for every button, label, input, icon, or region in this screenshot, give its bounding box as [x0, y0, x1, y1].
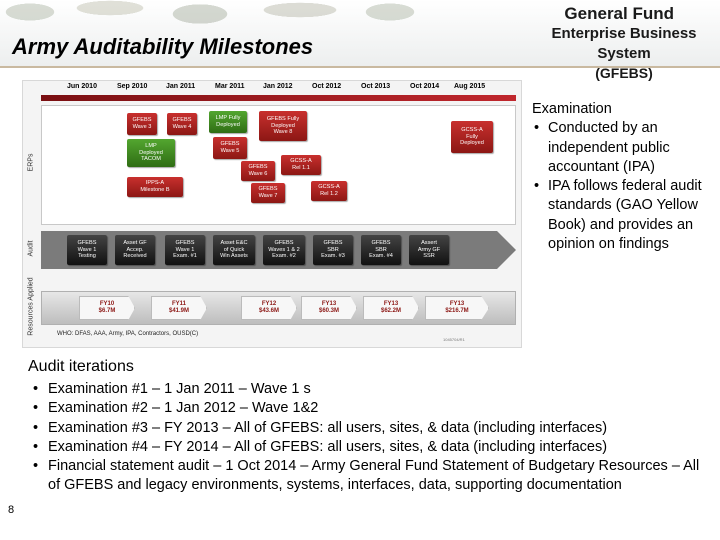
logo-line-2: Enterprise Business System	[551, 25, 697, 62]
timeline-label: Jan 2011	[166, 83, 196, 90]
milestone-box: GFEBS Fully Deployed Wave 8	[259, 111, 307, 141]
milestone-box: GFEBS Wave 3	[127, 113, 157, 135]
logo-line-1: General Fund	[564, 4, 674, 23]
timeline-bar	[41, 95, 516, 101]
logo-line-3: (GFEBS)	[595, 65, 653, 81]
milestone-box: GFEBS Wave 5	[213, 137, 247, 159]
audit-iterations-list: Examination #1 – 1 Jan 2011 – Wave 1 s E…	[30, 380, 700, 496]
page-number: 8	[8, 504, 15, 516]
lane-label-audit: Audit	[27, 240, 35, 257]
audit-iteration-item: Examination #1 – 1 Jan 2011 – Wave 1 s	[30, 380, 700, 400]
audit-iterations-heading: Audit iterations	[28, 358, 134, 375]
resource-box: FY12 $43.6M	[241, 296, 297, 320]
who-caption: WHO: DFAS, AAA, Army, IPA, Contractors, …	[57, 331, 199, 337]
milestone-box: LMP Deployed TACOM	[127, 139, 175, 167]
resource-box: FY13 $60.3M	[301, 296, 357, 320]
audit-box: GFEBS SBR Exam. #3	[313, 235, 353, 265]
timeline-label: Aug 2015	[454, 83, 486, 90]
audit-iteration-item: Examination #2 – 1 Jan 2012 – Wave 1&2	[30, 399, 700, 419]
audit-iteration-item: Examination #4 – FY 2014 – All of GFEBS:…	[30, 438, 700, 458]
examination-heading: Examination	[532, 101, 612, 117]
camouflage-pattern	[0, 0, 420, 30]
audit-box: Asset E&C of Quick Win Assets	[213, 235, 255, 265]
examination-block: Examination Conducted by an independent …	[532, 100, 714, 254]
lane-label-resources: Resources Applied	[27, 277, 35, 336]
header-divider	[0, 66, 720, 68]
timeline-label: Oct 2014	[410, 83, 440, 90]
audit-box: GFEBS Wave 1 Exam. #1	[165, 235, 205, 265]
lane-label-erps: ERPs	[27, 153, 35, 172]
resource-box: FY10 $6.7M	[79, 296, 135, 320]
audit-box: GFEBS Waves 1 & 2 Exam. #2	[263, 235, 305, 265]
timeline-label: Sep 2010	[117, 83, 148, 90]
erp-lane	[41, 105, 516, 225]
milestones-roadmap: Jun 2010 Sep 2010 Jan 2011 Mar 2011 Jan …	[22, 80, 522, 348]
audit-iteration-item: Financial statement audit – 1 Oct 2014 –…	[30, 457, 700, 496]
resource-box: FY13 $216.7M	[425, 296, 489, 320]
figure-id: 1045704/R1	[443, 337, 465, 342]
audit-box: GFEBS SBR Exam. #4	[361, 235, 401, 265]
timeline-label: Jun 2010	[67, 83, 97, 90]
gfebs-logo: General Fund Enterprise Business System …	[530, 4, 718, 81]
audit-box: Assert Army GF SSR	[409, 235, 449, 265]
milestone-box: GCSS-A Fully Deployed	[451, 121, 493, 153]
timeline-label: Mar 2011	[215, 83, 245, 90]
audit-iteration-item: Examination #3 – FY 2013 – All of GFEBS:…	[30, 419, 700, 439]
examination-bullet: Conducted by an independent public accou…	[532, 119, 714, 177]
resource-box: FY13 $62.2M	[363, 296, 419, 320]
timeline-label: Jan 2012	[263, 83, 293, 90]
audit-box: GFEBS Wave 1 Testing	[67, 235, 107, 265]
milestone-box: LMP Fully Deployed	[209, 111, 247, 133]
resource-box: FY11 $41.9M	[151, 296, 207, 320]
milestone-box: GCSS-A Rel 1.2	[311, 181, 347, 201]
milestone-box: GFEBS Wave 7	[251, 183, 285, 203]
audit-box: Asset GF Accep. Received	[115, 235, 155, 265]
timeline-label: Oct 2012	[312, 83, 342, 90]
milestone-box: GCSS-A Rel 1.1	[281, 155, 321, 175]
milestone-box: GFEBS Wave 4	[167, 113, 197, 135]
examination-bullet: IPA follows federal audit standards (GAO…	[532, 177, 714, 254]
examination-list: Conducted by an independent public accou…	[532, 119, 714, 254]
timeline: Jun 2010 Sep 2010 Jan 2011 Mar 2011 Jan …	[23, 81, 523, 101]
timeline-label: Oct 2013	[361, 83, 391, 90]
milestone-box: IPPS-A Milestone B	[127, 177, 183, 197]
milestone-box: GFEBS Wave 6	[241, 161, 275, 181]
slide-header	[0, 0, 720, 68]
slide-title: Army Auditability Milestones	[12, 34, 314, 59]
